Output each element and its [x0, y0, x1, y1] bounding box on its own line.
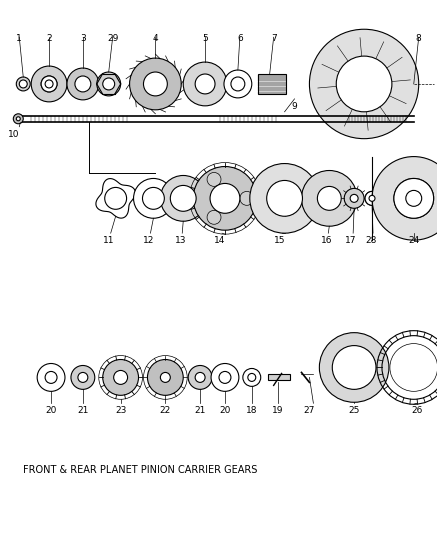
Text: 21: 21 — [77, 406, 88, 415]
Text: 20: 20 — [219, 406, 231, 415]
Circle shape — [183, 62, 227, 106]
Circle shape — [365, 191, 379, 205]
Circle shape — [195, 373, 205, 382]
Circle shape — [243, 368, 261, 386]
Circle shape — [211, 364, 239, 391]
Text: 25: 25 — [349, 406, 360, 415]
Circle shape — [406, 190, 422, 206]
Circle shape — [67, 68, 99, 100]
Text: 5: 5 — [202, 34, 208, 43]
Circle shape — [105, 188, 127, 209]
Circle shape — [372, 157, 438, 240]
Circle shape — [134, 179, 173, 218]
Circle shape — [318, 187, 341, 211]
Circle shape — [193, 166, 257, 230]
Text: 2: 2 — [46, 34, 52, 43]
Circle shape — [41, 76, 57, 92]
Bar — [268, 375, 290, 381]
Circle shape — [97, 72, 120, 96]
Circle shape — [170, 185, 196, 211]
Circle shape — [219, 372, 231, 383]
Text: 13: 13 — [174, 236, 186, 245]
Text: 6: 6 — [237, 34, 243, 43]
Circle shape — [71, 366, 95, 389]
Circle shape — [188, 366, 212, 389]
Text: FRONT & REAR PLANET PINION CARRIER GEARS: FRONT & REAR PLANET PINION CARRIER GEARS — [23, 465, 258, 475]
Circle shape — [45, 80, 53, 88]
Text: 16: 16 — [321, 236, 332, 245]
Text: 3: 3 — [80, 34, 86, 43]
Text: 17: 17 — [346, 236, 357, 245]
Text: 8: 8 — [416, 34, 422, 43]
Text: 28: 28 — [365, 236, 377, 245]
Circle shape — [41, 76, 57, 92]
Text: 23: 23 — [115, 406, 126, 415]
Circle shape — [37, 364, 65, 391]
Circle shape — [19, 80, 27, 88]
Circle shape — [332, 345, 376, 389]
Text: 20: 20 — [46, 406, 57, 415]
Circle shape — [309, 29, 419, 139]
Circle shape — [224, 70, 252, 98]
Circle shape — [207, 211, 221, 224]
Circle shape — [78, 373, 88, 382]
Circle shape — [336, 56, 392, 112]
Circle shape — [75, 76, 91, 92]
Circle shape — [366, 76, 382, 92]
Text: 4: 4 — [152, 34, 158, 43]
Circle shape — [103, 360, 138, 395]
Text: 7: 7 — [271, 34, 276, 43]
Circle shape — [31, 66, 67, 102]
Circle shape — [114, 370, 127, 384]
Text: 12: 12 — [143, 236, 154, 245]
Text: 10: 10 — [7, 130, 19, 139]
Circle shape — [103, 78, 115, 90]
Text: 22: 22 — [160, 406, 171, 415]
Circle shape — [250, 164, 319, 233]
Text: 18: 18 — [246, 406, 258, 415]
Circle shape — [160, 373, 170, 382]
Circle shape — [240, 191, 254, 205]
Text: 29: 29 — [107, 34, 118, 43]
Circle shape — [248, 374, 256, 382]
Circle shape — [267, 181, 303, 216]
Text: 26: 26 — [411, 406, 422, 415]
Circle shape — [130, 58, 181, 110]
Circle shape — [394, 179, 434, 218]
Circle shape — [323, 192, 335, 204]
Text: 9: 9 — [292, 102, 297, 111]
Circle shape — [301, 171, 357, 226]
Text: 11: 11 — [103, 236, 114, 245]
Text: 15: 15 — [274, 236, 286, 245]
Text: 21: 21 — [194, 406, 206, 415]
Circle shape — [144, 72, 167, 96]
Text: 1: 1 — [16, 34, 22, 43]
Circle shape — [195, 74, 215, 94]
Circle shape — [350, 195, 358, 203]
Text: 14: 14 — [214, 236, 226, 245]
Circle shape — [207, 173, 221, 187]
Text: 27: 27 — [304, 406, 315, 415]
Bar — [258, 74, 286, 94]
Circle shape — [142, 188, 164, 209]
Circle shape — [319, 333, 389, 402]
Circle shape — [16, 77, 30, 91]
Circle shape — [16, 117, 20, 121]
Circle shape — [210, 183, 240, 213]
Text: 19: 19 — [272, 406, 283, 415]
Circle shape — [231, 77, 245, 91]
Circle shape — [394, 179, 434, 218]
Text: 24: 24 — [408, 236, 419, 245]
Circle shape — [148, 360, 183, 395]
Circle shape — [13, 114, 23, 124]
Circle shape — [344, 188, 364, 208]
Circle shape — [160, 175, 206, 221]
Circle shape — [369, 196, 375, 201]
Circle shape — [45, 372, 57, 383]
